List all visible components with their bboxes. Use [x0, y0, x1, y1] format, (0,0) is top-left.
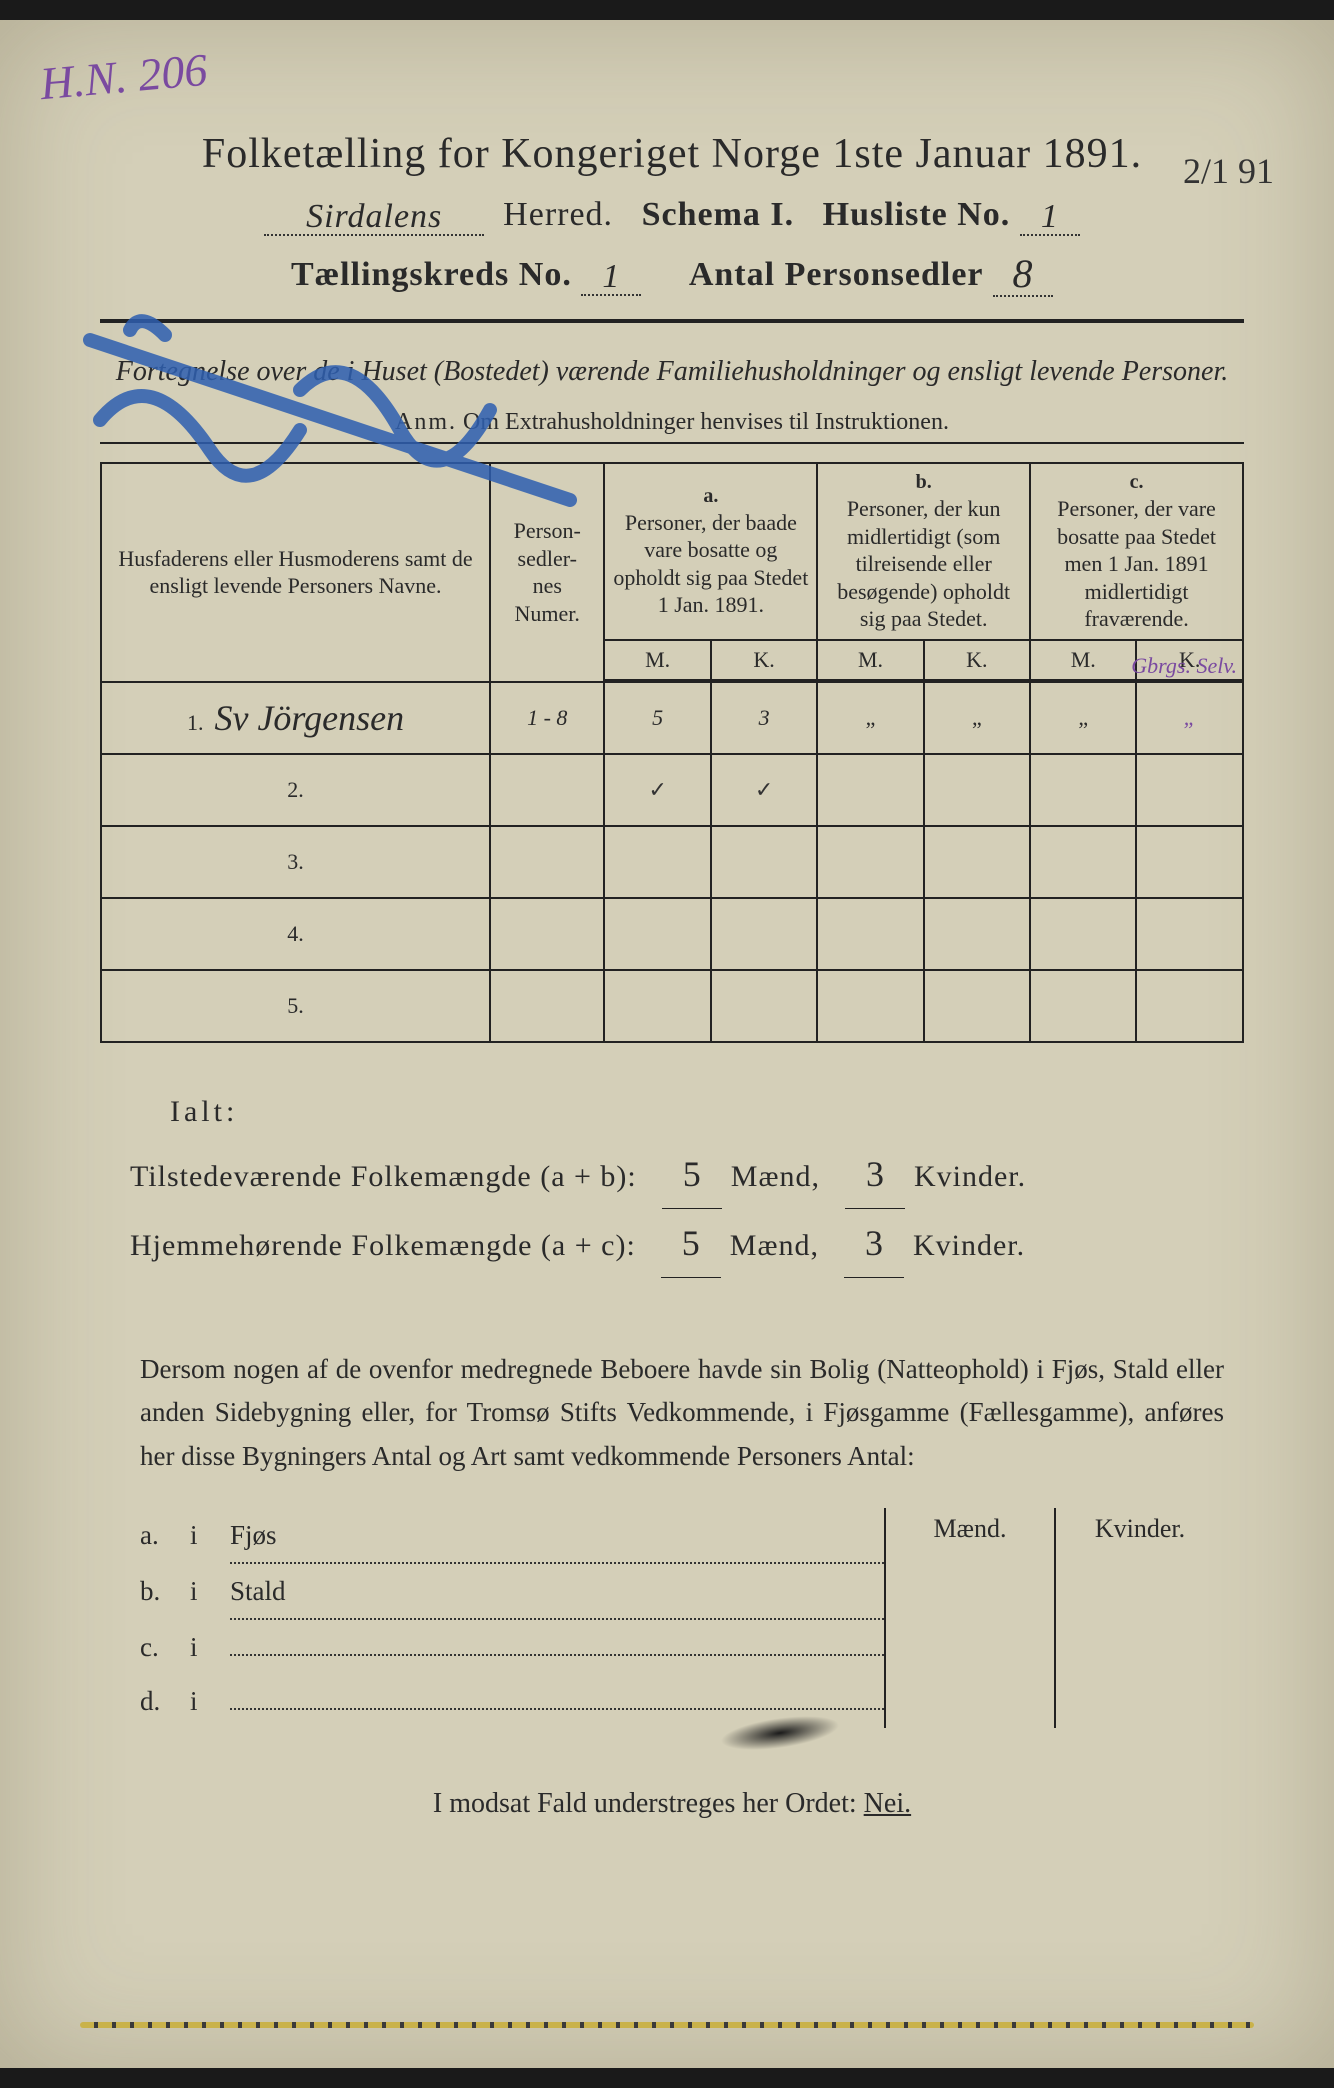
header-line-1: Sirdalens Herred. Schema I. Husliste No.…: [80, 196, 1264, 236]
ialt-label: Ialt:: [170, 1083, 1234, 1140]
kvinder-label-1: Kvinder.: [914, 1160, 1026, 1193]
group-c-text: Personer, der vare bosatte paa Stedet me…: [1037, 495, 1236, 633]
page-title: Folketælling for Kongeriget Norge 1ste J…: [80, 130, 1264, 178]
footer-line: I modsat Fald understreges her Ordet: Ne…: [80, 1788, 1264, 1820]
hdr-a-k: K.: [711, 640, 817, 680]
date-annotation: 2/1 91: [1183, 150, 1274, 192]
lower-row-b: b. i Stald: [140, 1564, 884, 1620]
row-5-name: 5.: [101, 970, 490, 1042]
totals-block: Ialt: Tilstedeværende Folkemængde (a + b…: [130, 1083, 1234, 1279]
totals-l2-k: 3: [844, 1209, 904, 1278]
group-a-text: Personer, der baade vare bosatte og opho…: [611, 509, 810, 619]
row-1-name: 1. Sv Jörgensen: [101, 682, 490, 754]
totals-l1-k: 3: [845, 1140, 905, 1209]
hdr-b-k: K.: [924, 640, 1030, 680]
binding-stitch: [80, 2022, 1254, 2028]
table-row: 3.: [101, 826, 1243, 898]
anm-lead: Anm.: [395, 409, 457, 435]
hdr-b-m: M.: [817, 640, 923, 680]
hdr-a-m: M.: [604, 640, 710, 680]
row-1-a-k: 3: [711, 682, 817, 754]
row-4-name: 4.: [101, 898, 490, 970]
footer-nei: Nei.: [864, 1788, 911, 1819]
husliste-label: Husliste No.: [823, 196, 1011, 233]
row-3-name: 3.: [101, 826, 490, 898]
anm-note: Anm. Om Extrahusholdninger henvises til …: [80, 409, 1264, 436]
antal-value: 8: [1013, 251, 1034, 296]
rule-2: [100, 442, 1244, 444]
husliste-value: 1: [1041, 198, 1059, 235]
antal-label: Antal Personsedler: [689, 256, 984, 293]
anm-text: Om Extrahusholdninger henvises til Instr…: [463, 409, 949, 435]
row-1-c-k: „: [1136, 682, 1243, 754]
col-header-number: Person- sedler- nes Numer.: [490, 463, 604, 682]
row-1-a-m: 5: [604, 682, 710, 754]
household-table: Husfaderens eller Husmoderens samt de en…: [100, 462, 1244, 1043]
table-row: 2. ✓ ✓: [101, 754, 1243, 826]
row-1-b-m: „: [817, 682, 923, 754]
totals-line1-label: Tilstedeværende Folkemængde (a + b):: [130, 1148, 637, 1205]
maend-label-1: Mænd,: [731, 1160, 820, 1193]
paragraph-note: Dersom nogen af de ovenfor medregnede Be…: [140, 1348, 1224, 1478]
row-2-name: 2.: [101, 754, 490, 826]
census-form-page: H.N. 206 2/1 91 Folketælling for Kongeri…: [0, 20, 1334, 2068]
purple-annotation: Gbrgs. Selv.: [1131, 653, 1237, 679]
subtitle: Fortegnelse over de i Huset (Bostedet) v…: [80, 351, 1264, 393]
table-row: 1. Sv Jörgensen 1 - 8 5 3 „ „ „ „: [101, 682, 1243, 754]
lower-col-kvinder: Kvinder.: [1056, 1508, 1224, 1728]
row-1-num: 1 - 8: [490, 682, 604, 754]
kvinder-label-2: Kvinder.: [913, 1229, 1025, 1262]
col-group-b: b. Personer, der kun midlertidigt (som t…: [817, 463, 1030, 640]
kreds-label: Tællingskreds No.: [291, 256, 572, 293]
col-group-a: a. Personer, der baade vare bosatte og o…: [604, 463, 817, 640]
row-2-a-k: ✓: [711, 754, 817, 826]
table-row: 5.: [101, 970, 1243, 1042]
totals-l1-m: 5: [662, 1140, 722, 1209]
lower-left-list: a. i Fjøs b. i Stald c. i d. i: [140, 1508, 884, 1728]
kreds-value: 1: [602, 258, 620, 295]
maend-label-2: Mænd,: [730, 1229, 819, 1262]
col-group-c: c. Personer, der vare bosatte paa Stedet…: [1030, 463, 1243, 640]
table-row: 4.: [101, 898, 1243, 970]
lower-col-maend: Mænd.: [886, 1508, 1056, 1728]
row-2-a-m: ✓: [604, 754, 710, 826]
group-c-tag: c.: [1037, 470, 1236, 495]
totals-line2-label: Hjemmehørende Folkemængde (a + c):: [130, 1217, 636, 1274]
corner-reference: H.N. 206: [38, 43, 209, 110]
row-1-b-k: „: [924, 682, 1030, 754]
rule-1: [100, 319, 1244, 323]
lower-right-cols: Mænd. Kvinder.: [884, 1508, 1224, 1728]
hdr-c-m: M.: [1030, 640, 1136, 680]
lower-section: a. i Fjøs b. i Stald c. i d. i Mænd. Kv: [140, 1508, 1224, 1728]
lower-row-a: a. i Fjøs: [140, 1508, 884, 1564]
group-b-tag: b.: [824, 470, 1023, 495]
totals-l2-m: 5: [661, 1209, 721, 1278]
header-line-2: Tællingskreds No. 1 Antal Personsedler 8: [80, 248, 1264, 297]
row-2-num: [490, 754, 604, 826]
lower-row-c: c. i: [140, 1620, 884, 1674]
herred-value: Sirdalens: [306, 198, 442, 235]
herred-label: Herred.: [503, 196, 613, 233]
group-b-text: Personer, der kun midlertidigt (som tilr…: [824, 495, 1023, 633]
col-header-name: Husfaderens eller Husmoderens samt de en…: [101, 463, 490, 682]
row-1-c-m: „: [1030, 682, 1136, 754]
group-a-tag: a.: [611, 484, 810, 509]
schema-label: Schema I.: [642, 196, 795, 233]
